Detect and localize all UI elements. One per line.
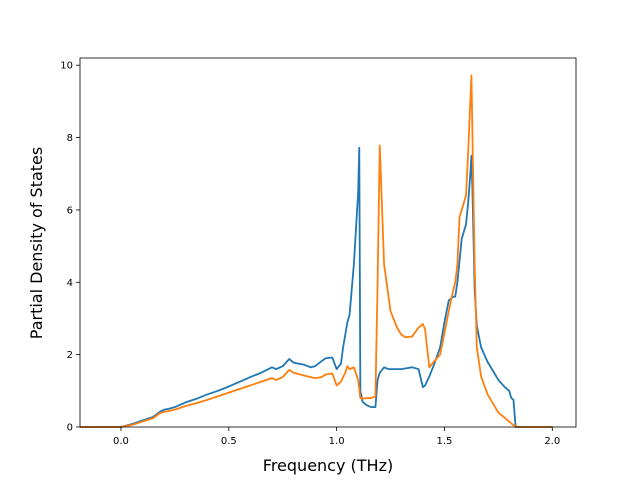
x-tick-label: 1.0 [329, 436, 345, 447]
y-tick-label: 10 [60, 61, 73, 72]
series-layer [80, 74, 553, 428]
series-line-1 [80, 146, 553, 428]
x-axis-ticks: 0.0 0.5 1.0 1.5 2.0 [113, 427, 560, 447]
x-tick-label: 0.0 [113, 436, 129, 447]
y-tick-label: 6 [67, 205, 73, 216]
y-axis-ticks: 0 2 4 6 8 10 [60, 61, 80, 434]
y-tick-label: 2 [67, 350, 73, 361]
x-axis-label: Frequency (THz) [263, 456, 393, 475]
y-tick-label: 4 [67, 278, 73, 289]
axes-frame [79, 57, 577, 428]
x-tick-label: 2.0 [544, 436, 560, 447]
x-tick-label: 1.5 [436, 436, 452, 447]
y-tick-label: 0 [67, 423, 73, 434]
x-tick-label: 0.5 [221, 436, 237, 447]
y-tick-label: 8 [67, 133, 73, 144]
y-axis-label: Partial Density of States [27, 147, 46, 339]
series-line-2 [80, 74, 553, 428]
